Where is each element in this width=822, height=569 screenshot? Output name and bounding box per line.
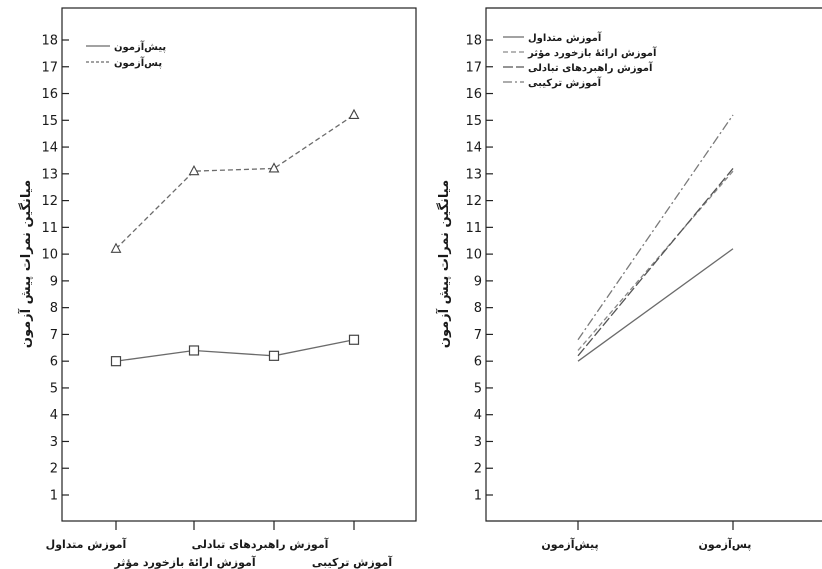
left-y-tick-label: 13 bbox=[41, 167, 58, 182]
right-y-tick-label: 18 bbox=[465, 34, 482, 49]
left-y-tick-label: 18 bbox=[41, 34, 58, 49]
left-y-tick-label: 11 bbox=[41, 221, 58, 236]
left-y-tick-label: 1 bbox=[50, 489, 58, 504]
left-y-tick-label: 3 bbox=[50, 435, 58, 450]
right-legend-label: آموزش راهبردهای تبادلی bbox=[528, 61, 653, 74]
right-legend: آموزش متداول آموزش ارائۀ بازخورد مؤثر آموز… bbox=[503, 31, 657, 89]
right-y-axis-title: میانگین نمرات پیش آزمون bbox=[435, 180, 452, 348]
left-point-square bbox=[268, 350, 280, 361]
right-series-line bbox=[577, 168, 734, 357]
right-series bbox=[577, 114, 734, 362]
right-x-category-label: پیش‌آزمون bbox=[541, 537, 598, 551]
right-y-tick-label: 16 bbox=[465, 87, 482, 102]
right-legend-label: آموزش ترکیبی bbox=[528, 76, 602, 89]
right-y-tick-label: 8 bbox=[474, 301, 482, 316]
left-y-tick-label: 17 bbox=[41, 60, 58, 75]
right-series-line bbox=[577, 114, 734, 341]
left-x-category-label: آموزش راهبردهای تبادلی bbox=[192, 537, 329, 551]
left-point-triangle bbox=[110, 242, 122, 253]
right-x-category-label: پس‌آزمون bbox=[699, 537, 752, 551]
right-y-tick-label: 7 bbox=[474, 328, 482, 343]
right-y-tick-label: 4 bbox=[474, 408, 482, 423]
left-legend-label: پس‌آزمون bbox=[114, 56, 162, 69]
right-y-tick-label: 17 bbox=[465, 60, 482, 75]
left-legend: پیش‌آزمون پس‌آزمون bbox=[86, 40, 166, 69]
left-y-tick-label: 4 bbox=[50, 408, 58, 423]
left-y-tick-label: 7 bbox=[50, 328, 58, 343]
right-y-tick-label: 14 bbox=[465, 141, 482, 156]
left-y-tick-label: 8 bbox=[50, 301, 58, 316]
left-series bbox=[110, 108, 360, 367]
right-y-tick-label: 13 bbox=[465, 167, 482, 182]
left-y-tick-label: 9 bbox=[50, 274, 58, 289]
left-y-tick-label: 5 bbox=[50, 381, 58, 396]
right-y-tick-label: 15 bbox=[465, 114, 482, 129]
left-y-tick-label: 10 bbox=[41, 248, 58, 263]
right-y-tick-label: 2 bbox=[474, 462, 482, 477]
left-series-line bbox=[115, 114, 355, 250]
right-legend-label: آموزش متداول bbox=[528, 31, 602, 44]
right-y-tick-label: 11 bbox=[465, 221, 482, 236]
left-y-tick-label: 14 bbox=[41, 141, 58, 156]
right-legend-label: آموزش ارائۀ بازخورد مؤثر bbox=[527, 46, 657, 59]
left-y-tick-label: 12 bbox=[41, 194, 58, 209]
left-legend-label: پیش‌آزمون bbox=[114, 40, 166, 53]
left-x-category-label: آموزش ترکیبی bbox=[312, 555, 393, 569]
right-plot-frame bbox=[485, 7, 822, 522]
right-y-tick-label: 3 bbox=[474, 435, 482, 450]
left-y-tick-label: 16 bbox=[41, 87, 58, 102]
left-y-tick-label: 6 bbox=[50, 355, 58, 370]
left-y-tick-label: 15 bbox=[41, 114, 58, 129]
left-x-ticks: آموزش متداول آموزش ارائۀ بازخورد مؤثر آموز… bbox=[46, 521, 393, 569]
left-x-category-label: آموزش ارائۀ بازخورد مؤثر bbox=[113, 555, 255, 569]
right-y-tick-label: 6 bbox=[474, 355, 482, 370]
left-x-category-label: آموزش متداول bbox=[46, 537, 127, 551]
right-series-line bbox=[577, 248, 734, 362]
left-series-line bbox=[115, 339, 355, 362]
left-point-square bbox=[348, 334, 360, 345]
right-y-tick-label: 9 bbox=[474, 274, 482, 289]
left-y-tick-label: 2 bbox=[50, 462, 58, 477]
right-y-tick-label: 1 bbox=[474, 489, 482, 504]
left-point-square bbox=[188, 345, 200, 356]
left-point-triangle bbox=[188, 164, 200, 176]
left-point-triangle bbox=[268, 162, 280, 173]
right-series-line bbox=[577, 170, 734, 351]
left-plot-frame bbox=[61, 7, 417, 522]
left-y-axis-title: میانگین نمرات پیش آزمون bbox=[17, 180, 34, 348]
left-point-triangle bbox=[348, 108, 360, 119]
right-y-tick-label: 12 bbox=[465, 194, 482, 209]
left-point-square bbox=[110, 356, 122, 367]
right-y-tick-label: 5 bbox=[474, 381, 482, 396]
right-y-tick-label: 10 bbox=[465, 248, 482, 263]
right-x-ticks: پیش‌آزمون پس‌آزمون bbox=[541, 521, 751, 551]
